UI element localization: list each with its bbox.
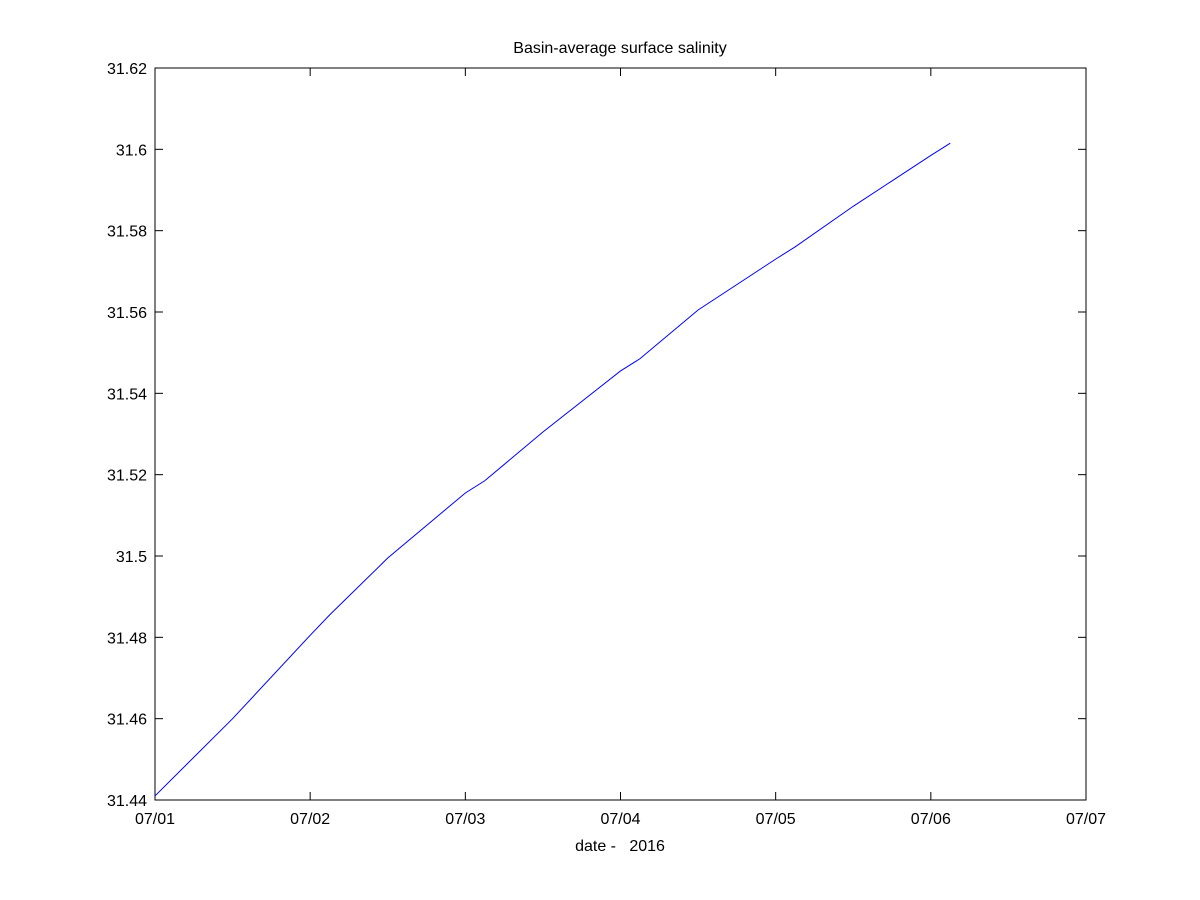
y-tick-label: 31.6 <box>116 142 147 159</box>
x-tick-label: 07/03 <box>445 811 485 828</box>
x-tick-label: 07/07 <box>1066 811 1106 828</box>
x-tick-label: 07/01 <box>135 811 175 828</box>
x-tick-label: 07/04 <box>600 811 640 828</box>
y-axis: 31.44 31.46 31.48 31.5 31.52 31.54 31.56 31.58 3… <box>107 61 1086 810</box>
series-layer <box>154 142 951 797</box>
y-tick-label: 31.52 <box>107 468 147 485</box>
x-axis-label: date - 2016 <box>575 838 665 855</box>
y-tick-label: 31.56 <box>107 305 147 322</box>
x-tick-label: 07/02 <box>290 811 330 828</box>
y-tick-label: 31.46 <box>107 712 147 729</box>
series-line <box>154 142 951 797</box>
chart-title: Basin-average surface salinity <box>513 40 726 57</box>
x-tick-label: 07/06 <box>911 811 951 828</box>
y-tick-label: 31.48 <box>107 630 147 647</box>
y-tick-label: 31.58 <box>107 224 147 241</box>
x-tick-label: 07/05 <box>756 811 796 828</box>
y-tick-label: 31.5 <box>116 549 147 566</box>
y-tick-label: 31.62 <box>107 61 147 78</box>
y-tick-label: 31.54 <box>107 386 147 403</box>
x-axis: 07/01 07/02 07/03 07/04 07/05 07/06 07/07 <box>135 68 1106 828</box>
y-tick-label: 31.44 <box>107 793 147 810</box>
